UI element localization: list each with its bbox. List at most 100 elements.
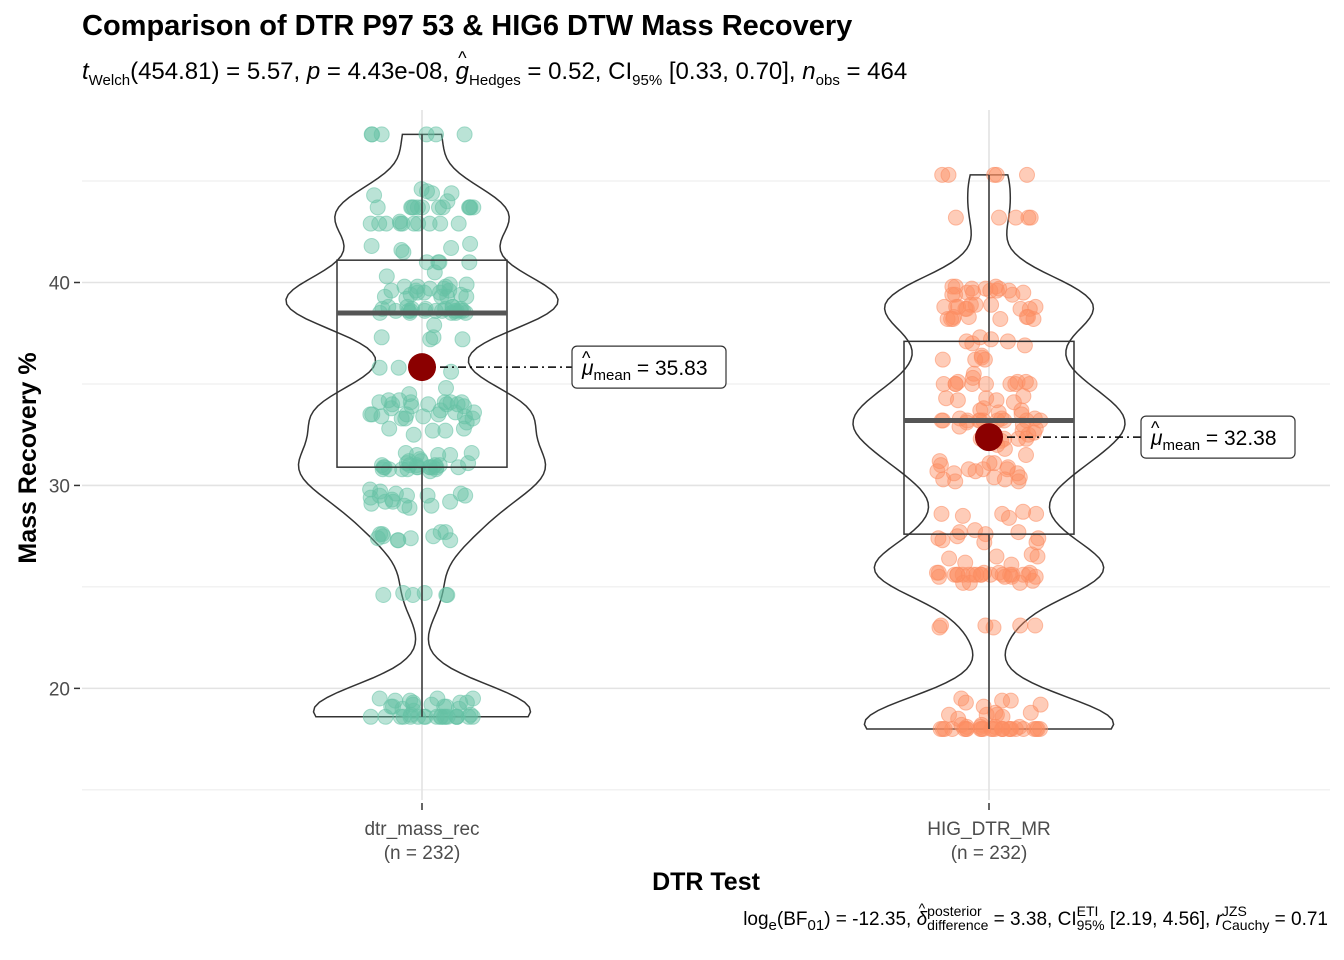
bf-sub: 01: [807, 916, 825, 934]
data-point: [447, 404, 464, 421]
data-point: [399, 461, 416, 478]
data-point: [437, 524, 454, 541]
data-point: [943, 311, 960, 327]
data-point: [960, 566, 977, 583]
ci-sup: ETI: [1076, 903, 1099, 919]
data-point: [988, 282, 1005, 299]
data-point: [1020, 426, 1037, 443]
data-point: [1000, 721, 1017, 737]
data-point: [426, 264, 443, 281]
data-point: [464, 708, 481, 725]
x-tick-n-label: (n = 232): [951, 843, 1028, 864]
data-point: [954, 507, 971, 524]
data-point: [395, 708, 412, 725]
data-point: [964, 369, 981, 386]
data-point: [419, 487, 436, 504]
data-point: [434, 199, 451, 216]
data-point: [362, 481, 379, 498]
ci-sub-cap: 95%: [1076, 917, 1105, 933]
data-point: [392, 215, 409, 232]
y-tick-label: 40: [49, 274, 70, 295]
x-tick-label: dtr_mass_rec: [364, 819, 479, 840]
data-point: [372, 483, 389, 500]
axes: 20 30 40 dtr_mass_rec (n = 232) HIG_DTR_MR (n …: [49, 274, 1051, 865]
box-dtr_mass_rec: [336, 259, 508, 468]
data-point: [1028, 505, 1045, 522]
data-point: [961, 574, 978, 591]
data-point: [456, 126, 473, 143]
data-point: [991, 209, 1007, 226]
data-point: [1003, 568, 1020, 585]
data-point: [404, 587, 421, 603]
data-point: [389, 532, 406, 549]
n-label: n: [802, 58, 816, 85]
r-sub: Cauchy: [1221, 917, 1270, 933]
p-value: = 4.43e-08,: [320, 58, 456, 85]
data-point: [429, 690, 446, 707]
data-point: [949, 528, 966, 545]
data-point: [371, 359, 388, 376]
data-point: [936, 298, 953, 315]
data-point: [947, 376, 964, 392]
data-point: [1029, 548, 1046, 565]
data-point: [432, 708, 449, 725]
data-point: [1010, 430, 1027, 447]
t-value: (454.81) = 5.57,: [130, 58, 307, 85]
data-point: [935, 376, 952, 392]
data-point: [397, 410, 414, 427]
data-point: [934, 166, 951, 183]
data-point: [428, 126, 444, 143]
chart-title: Comparison of DTR P97 53 & HIG6 DTW Mass…: [82, 10, 853, 42]
data-point: [929, 463, 946, 480]
data-point: [442, 447, 459, 463]
data-point: [424, 422, 441, 439]
data-point: [450, 215, 467, 232]
ci-value: [0.33, 0.70],: [662, 58, 803, 85]
data-point: [933, 505, 950, 522]
data-point: [999, 461, 1016, 478]
g-label: g: [455, 58, 470, 85]
data-point: [439, 587, 456, 603]
data-point: [443, 363, 460, 380]
data-point: [976, 351, 993, 368]
data-point: [944, 721, 961, 737]
data-point: [430, 254, 447, 271]
r-label: r: [1215, 909, 1222, 931]
data-point: [393, 242, 410, 258]
data-point: [369, 199, 386, 216]
r-value: = 0.71: [1269, 909, 1328, 931]
data-point: [395, 585, 412, 601]
delta-sup: posterior: [927, 903, 982, 919]
data-point: [373, 329, 390, 346]
data-point: [983, 296, 1000, 313]
data-point: [996, 471, 1013, 488]
g-sub: Hedges: [469, 71, 521, 89]
data-point: [1002, 692, 1019, 709]
data-point: [1013, 402, 1030, 419]
data-point: [967, 463, 984, 480]
data-point: [938, 390, 955, 407]
data-point: [957, 300, 974, 317]
data-point: [960, 309, 977, 325]
data-point: [439, 288, 456, 305]
data-point: [1025, 311, 1042, 327]
data-point: [1010, 524, 1027, 541]
data-point: [443, 185, 460, 202]
data-point: [949, 392, 966, 409]
data-point: [965, 284, 982, 301]
data-point: [424, 185, 440, 202]
mean-hat: ^: [1151, 418, 1160, 438]
g-value: = 0.52, CI: [520, 58, 633, 85]
data-point: [958, 721, 975, 737]
data-point: [373, 126, 390, 143]
data-point: [939, 311, 956, 327]
data-point: [964, 376, 981, 392]
data-points: [362, 126, 1049, 737]
data-point: [1022, 209, 1039, 226]
y-tick-label: 30: [49, 476, 70, 497]
data-point: [362, 215, 379, 232]
data-point: [934, 351, 951, 368]
data-point: [1012, 617, 1029, 634]
y-tick-label: 20: [49, 679, 70, 700]
log-label: log: [743, 909, 769, 931]
